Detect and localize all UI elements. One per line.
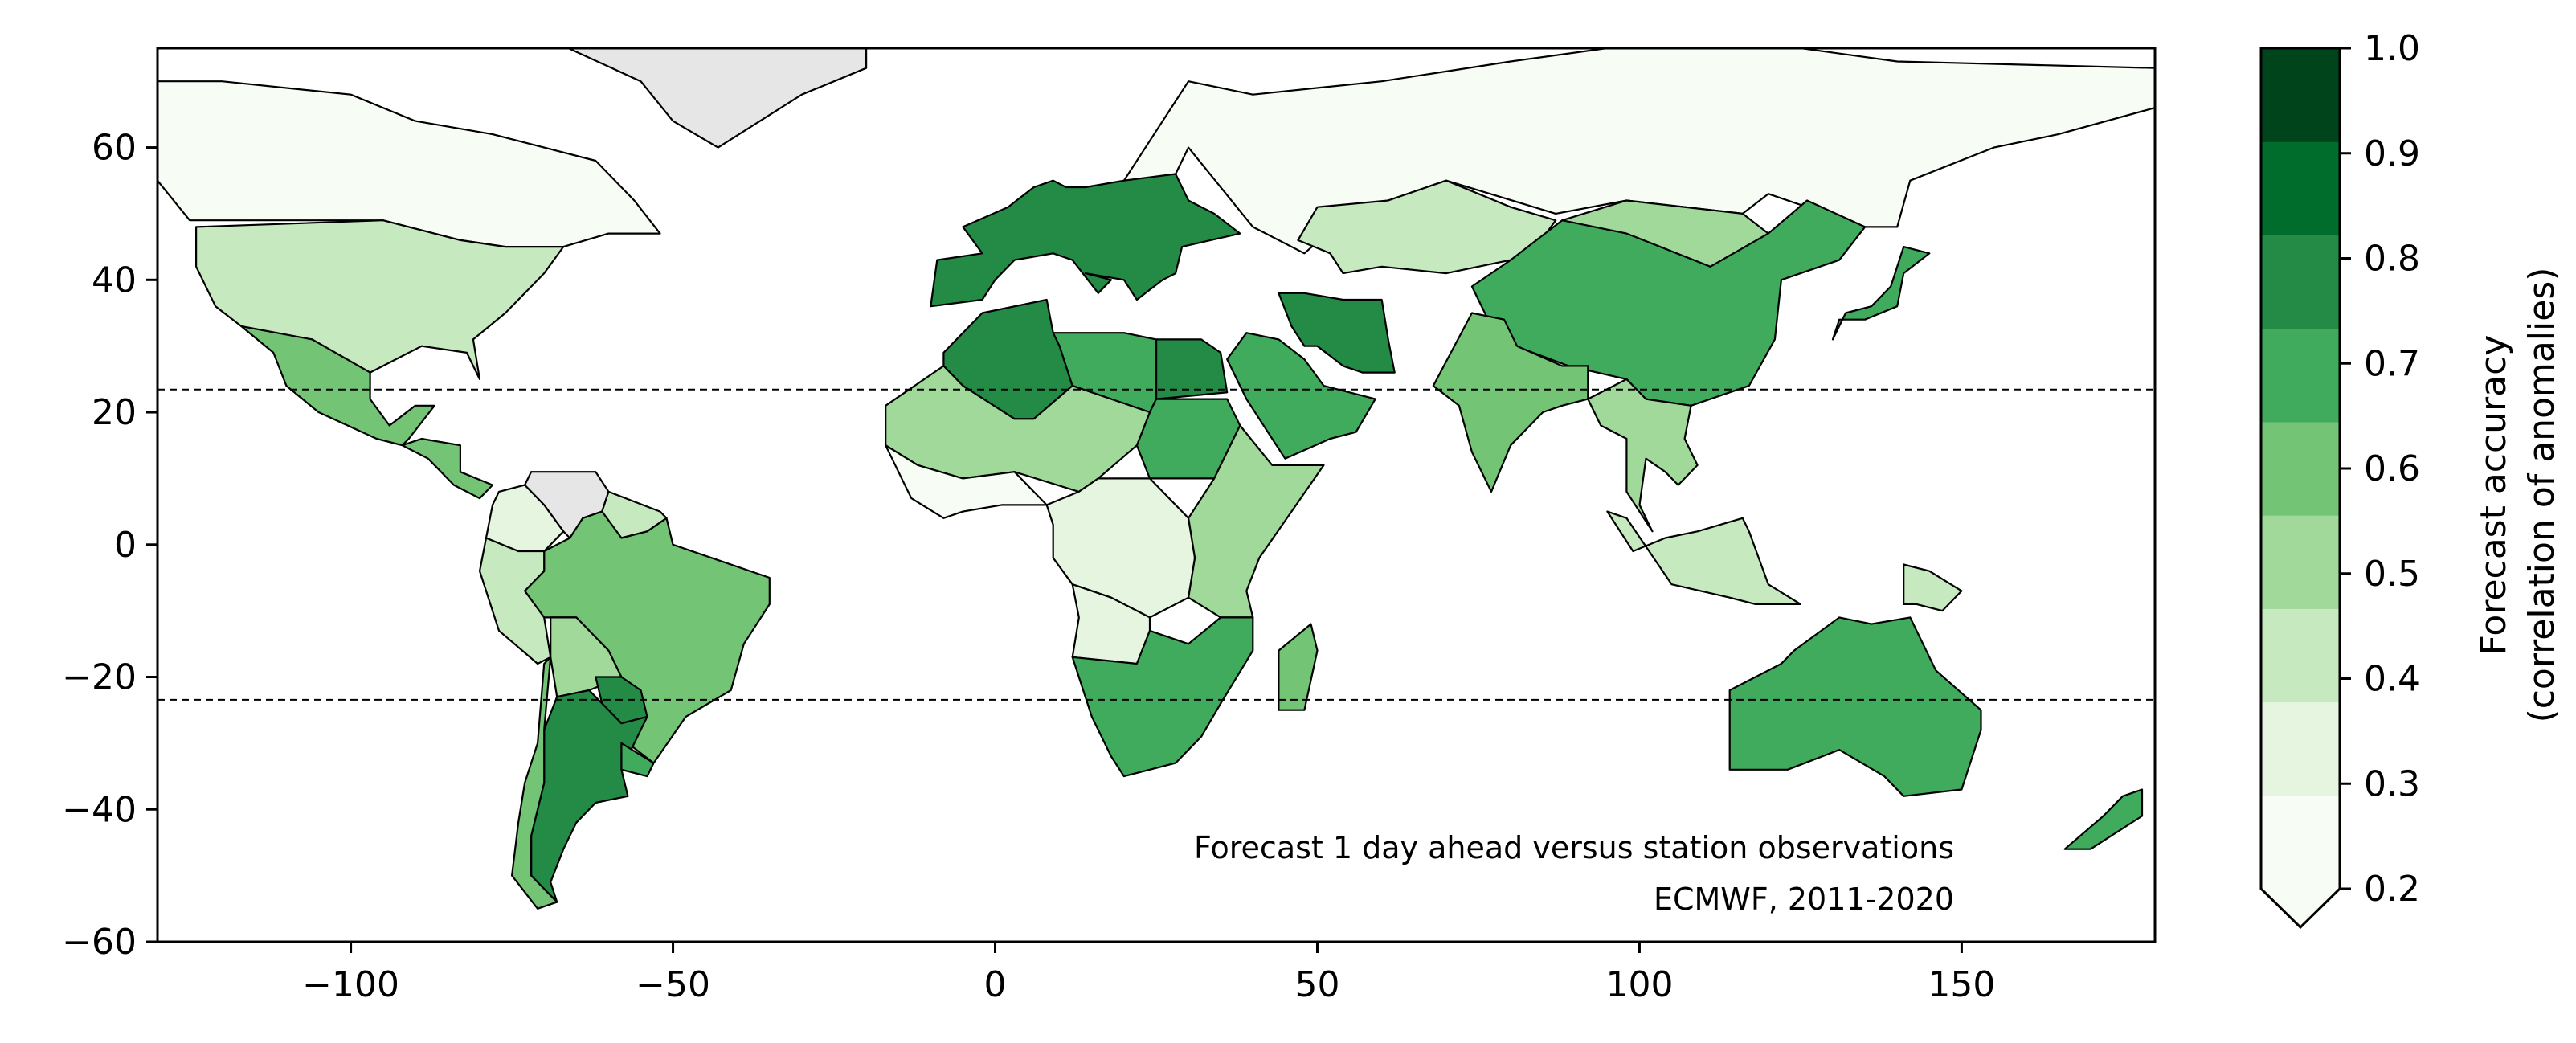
colorbar-segment: [2261, 235, 2340, 329]
region-europe: [930, 166, 1241, 308]
region-australia: [1728, 616, 1982, 797]
y-tick-label: 60: [92, 128, 137, 169]
x-tick-label: 100: [1605, 964, 1673, 1005]
region-china: [1470, 199, 1867, 407]
region-uruguay: [620, 742, 655, 778]
colorbar-segment: [2261, 701, 2340, 796]
y-tick-label: −60: [62, 922, 137, 963]
region-peru: [478, 537, 552, 665]
colorbar-segment: [2261, 48, 2340, 142]
colorbar-tick-label: 0.5: [2364, 554, 2420, 595]
colorbar-title: Forecast accuracy: [2473, 335, 2514, 656]
colorbar-segment: [2261, 795, 2340, 890]
x-tick-label: 150: [1928, 964, 1995, 1005]
x-tick-label: 0: [984, 964, 1007, 1005]
region-japan: [1831, 246, 1931, 341]
y-tick-label: −40: [62, 789, 137, 830]
colorbar-tick-label: 0.6: [2364, 448, 2420, 489]
region-iran: [1278, 292, 1396, 374]
region-southeast-asia: [1587, 378, 1699, 533]
region-new-zealand: [2063, 788, 2144, 850]
colorbar-segment: [2261, 608, 2340, 703]
colorbar-outline: [2259, 47, 2341, 930]
region-central-america: [401, 437, 494, 500]
map-annotation-line1: Forecast 1 day ahead versus station obse…: [1194, 830, 1954, 865]
region-west-africa-coast: [885, 444, 1048, 519]
y-tick-label: 0: [114, 525, 137, 566]
region-indonesia: [1606, 510, 1801, 605]
map-annotation-line2: ECMWF, 2011-2020: [1654, 881, 1954, 917]
y-tick-label: 40: [92, 260, 137, 301]
y-axis: 60 40 20 0 −20 −40 −60: [62, 128, 157, 963]
region-papua-new-guinea: [1903, 563, 1963, 612]
colorbar-extend-min: [2261, 889, 2340, 927]
region-greenland: [566, 48, 868, 149]
region-madagascar: [1278, 623, 1319, 711]
colorbar: 0.2 0.3 0.4 0.5 0.6 0.7 0.8 0.9 1.0: [2259, 28, 2420, 930]
colorbar-subtitle: (correlation of anomalies): [2521, 268, 2562, 723]
colorbar-tick-label: 0.2: [2364, 869, 2420, 910]
map-frame: [156, 47, 2157, 943]
region-saudi-arabia: [1226, 332, 1376, 460]
colorbar-tick-label: 0.4: [2364, 659, 2420, 700]
colorbar-segment: [2261, 515, 2340, 609]
region-united-states: [195, 219, 565, 380]
x-tick-label: 50: [1294, 964, 1339, 1005]
y-tick-label: −20: [62, 657, 137, 698]
colorbar-tick-label: 1.0: [2364, 28, 2420, 69]
world-map: [157, 48, 2155, 942]
colorbar-segment: [2261, 328, 2340, 423]
colorbar-tick-label: 0.9: [2364, 133, 2420, 174]
x-tick-label: −50: [636, 964, 710, 1005]
y-tick-label: 20: [92, 392, 137, 433]
colorbar-tick-label: 0.8: [2364, 239, 2420, 280]
region-southern-africa: [1071, 616, 1254, 778]
colorbar-segment: [2261, 421, 2340, 516]
x-axis: −100 −50 0 50 100 150: [302, 942, 1995, 1005]
tropic-lines: [157, 388, 2155, 701]
region-chile: [511, 656, 558, 910]
colorbar-tick-label: 0.3: [2364, 763, 2420, 804]
colorbar-tick-label: 0.7: [2364, 343, 2420, 384]
region-india: [1432, 312, 1589, 493]
colorbar-segment: [2261, 141, 2340, 236]
region-east-africa: [1188, 424, 1325, 619]
x-tick-label: −100: [302, 964, 399, 1005]
